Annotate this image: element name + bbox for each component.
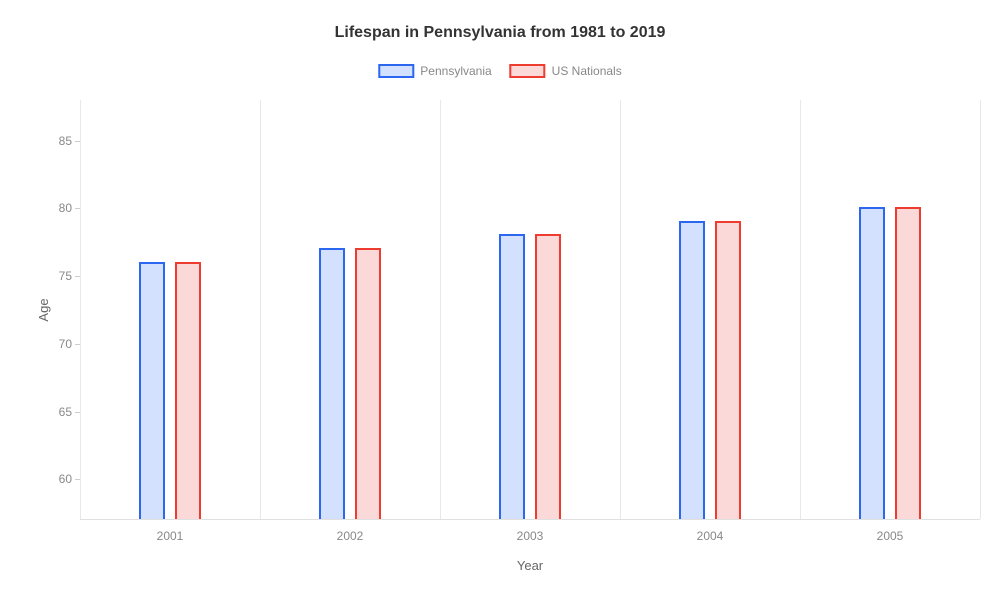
x-axis-title: Year (517, 558, 543, 573)
bar (679, 221, 705, 519)
bar (859, 207, 885, 519)
gridline-vertical (800, 100, 801, 519)
bar (319, 248, 345, 519)
chart-title: Lifespan in Pennsylvania from 1981 to 20… (0, 24, 1000, 42)
y-axis-title: Age (36, 298, 51, 321)
gridline-vertical (80, 100, 81, 519)
legend-swatch (378, 64, 414, 78)
bar (715, 221, 741, 519)
legend-item: US Nationals (510, 64, 622, 78)
bar (175, 262, 201, 519)
bar (139, 262, 165, 519)
x-tick-label: 2001 (157, 519, 184, 543)
plot-area: 60657075808520012002200320042005 (80, 100, 980, 520)
legend-label: US Nationals (552, 64, 622, 78)
gridline-vertical (620, 100, 621, 519)
gridline-vertical (440, 100, 441, 519)
legend-label: Pennsylvania (420, 64, 491, 78)
bar (355, 248, 381, 519)
legend-item: Pennsylvania (378, 64, 491, 78)
x-tick-label: 2004 (697, 519, 724, 543)
x-tick-label: 2005 (877, 519, 904, 543)
bar (895, 207, 921, 519)
legend-swatch (510, 64, 546, 78)
x-tick-label: 2003 (517, 519, 544, 543)
legend: Pennsylvania US Nationals (378, 64, 621, 78)
gridline-vertical (980, 100, 981, 519)
gridline-vertical (260, 100, 261, 519)
x-tick-label: 2002 (337, 519, 364, 543)
chart-container: Lifespan in Pennsylvania from 1981 to 20… (0, 0, 1000, 600)
bar (499, 234, 525, 519)
bar (535, 234, 561, 519)
